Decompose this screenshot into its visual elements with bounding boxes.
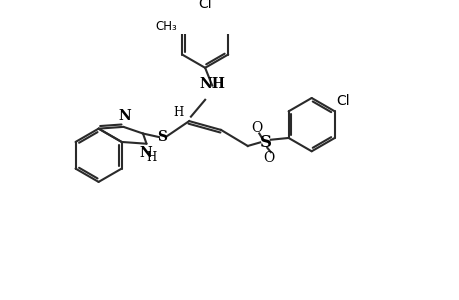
Text: CH₃: CH₃ — [155, 20, 176, 33]
Text: O: O — [251, 121, 262, 135]
Text: H: H — [173, 106, 183, 119]
Text: H: H — [146, 151, 157, 164]
Text: S: S — [157, 130, 167, 144]
Text: NH: NH — [199, 77, 225, 91]
Text: N: N — [139, 146, 151, 161]
Text: Cl: Cl — [198, 0, 212, 11]
Text: S: S — [259, 134, 271, 151]
Text: Cl: Cl — [336, 94, 349, 108]
Text: O: O — [263, 152, 274, 165]
Text: N: N — [118, 109, 130, 123]
